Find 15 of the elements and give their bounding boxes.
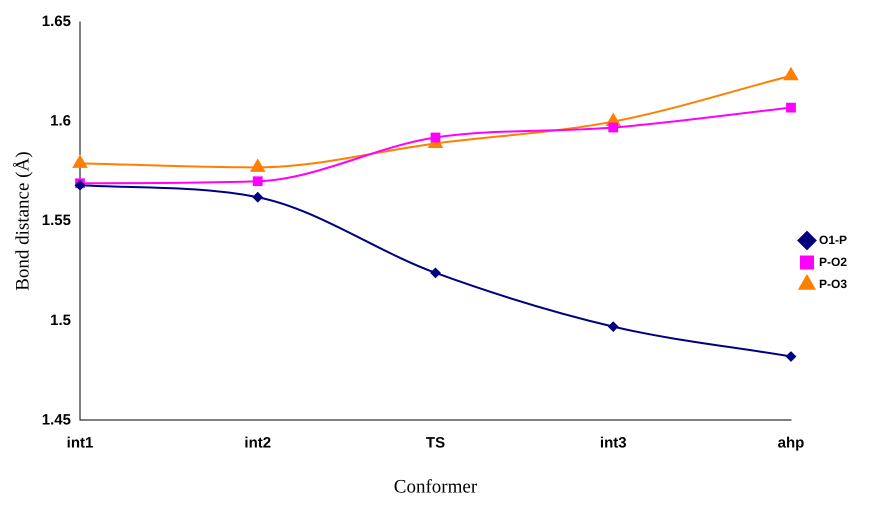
x-axis-title: Conformer — [394, 476, 478, 498]
legend-label: O1-P — [818, 232, 848, 247]
x-tick-label: int1 — [66, 434, 94, 452]
x-tick-label: int3 — [600, 434, 627, 452]
y-tick-label: 1.45 — [42, 411, 71, 428]
y-tick-label: 1.6 — [50, 112, 71, 130]
x-tick-label: TS — [426, 434, 446, 452]
x-tick-label: ahp — [778, 434, 804, 452]
legend-label: P-O3 — [818, 276, 848, 291]
y-tick-label: 1.65 — [42, 13, 71, 30]
y-axis-title: Bond distance (Å) — [12, 151, 34, 291]
x-tick-label: int2 — [244, 434, 272, 452]
legend-label: P-O2 — [818, 254, 848, 269]
y-tick-label: 1.55 — [42, 212, 71, 230]
y-tick-label: 1.5 — [50, 312, 71, 329]
